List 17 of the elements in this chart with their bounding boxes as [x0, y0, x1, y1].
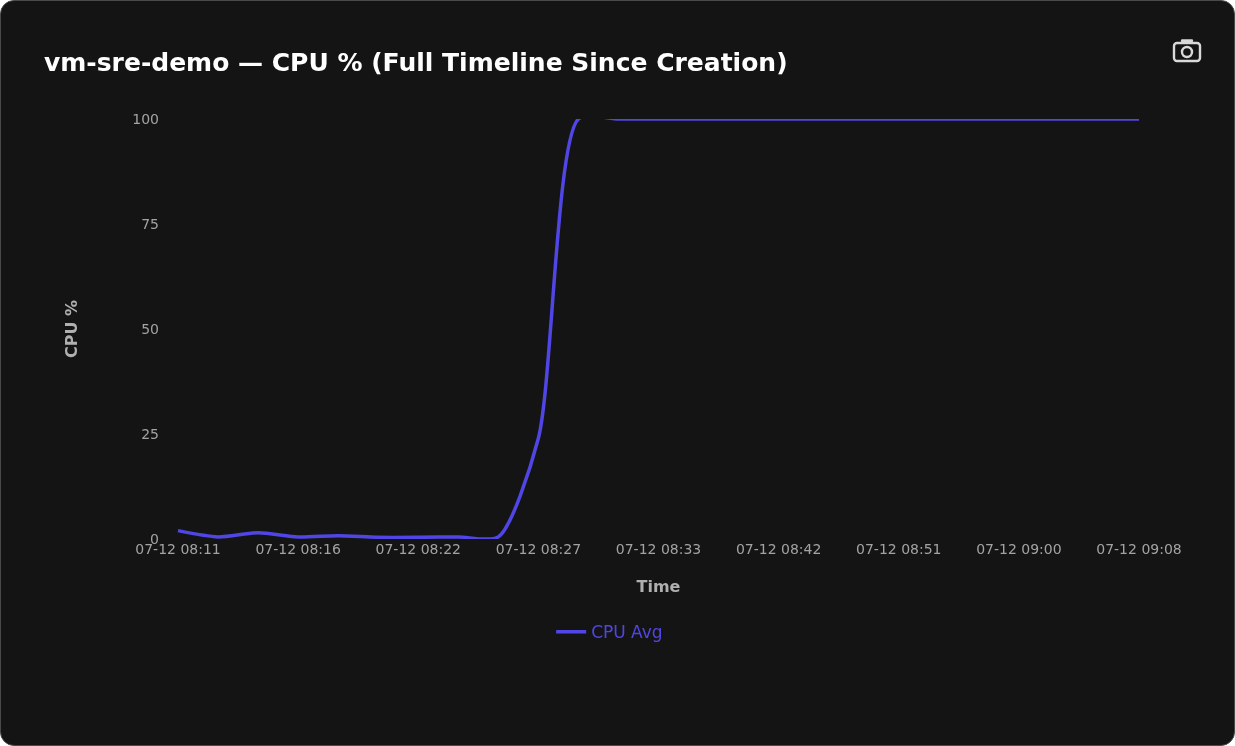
y-axis-title: CPU % [62, 299, 82, 359]
y-tick-label: 50 [141, 320, 159, 337]
chart-title: vm-sre-demo — CPU % (Full Timeline Since Creation) [44, 47, 788, 77]
y-tick-label: 75 [141, 215, 159, 232]
x-tick-label: 07-12 08:42 [735, 541, 822, 557]
line-series [176, 119, 1141, 539]
x-tick-label: 07-12 09:00 [976, 541, 1062, 557]
x-tick-label: 07-12 08:16 [255, 541, 341, 557]
y-tick-label: 25 [141, 425, 159, 442]
x-tick-label: 07-12 08:27 [495, 541, 582, 557]
y-tick-label: 100 [132, 110, 159, 127]
x-tick-label: 07-12 08:22 [375, 541, 461, 557]
legend-label: CPU Avg [591, 622, 663, 643]
x-tick-label: 07-12 08:51 [856, 541, 942, 557]
x-axis-title: Time [636, 576, 681, 596]
x-tick-label: 07-12 09:08 [1096, 541, 1182, 557]
x-tick-label: 07-12 08:33 [615, 541, 702, 557]
